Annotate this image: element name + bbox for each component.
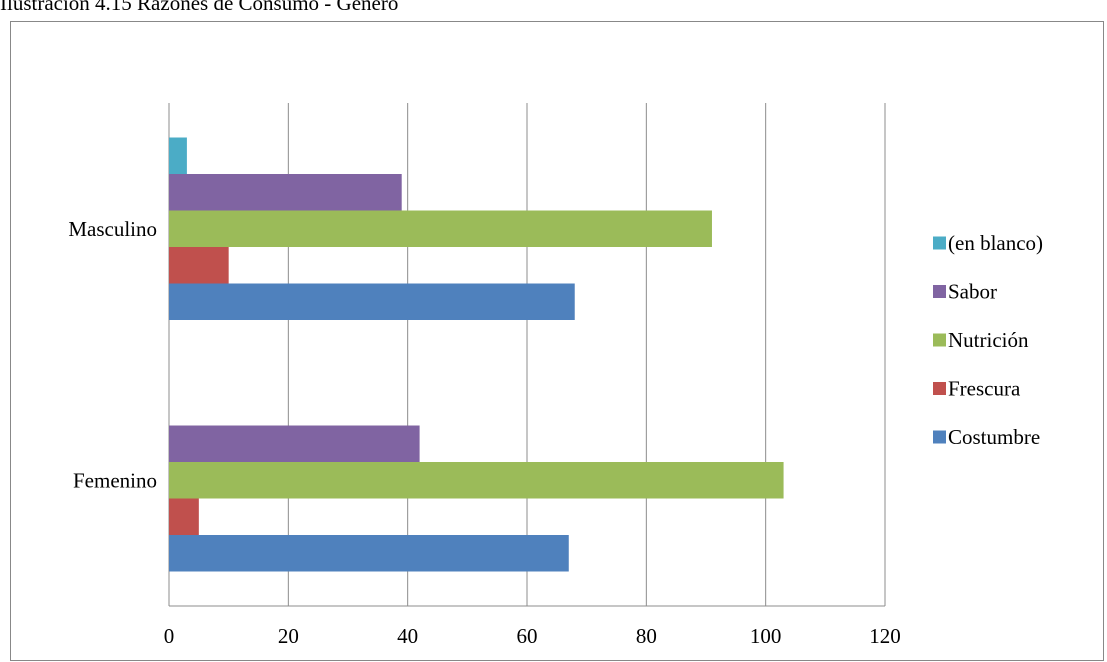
x-tick-label: 60 — [517, 624, 538, 648]
bar-femenino-sabor — [169, 425, 420, 462]
legend-label: Frescura — [948, 377, 1021, 401]
legend-swatch — [933, 430, 946, 444]
legend-swatch — [933, 382, 946, 395]
x-tick-label: 40 — [397, 624, 418, 648]
legend-swatch — [933, 236, 946, 250]
legend: (en blanco) Sabor Nutrición Frescura Costumb… — [933, 231, 1043, 449]
bar-masculino-en-blanco — [169, 137, 187, 174]
chart-area: 0 20 40 60 80 100 120 Femenino Masculino (en bl… — [10, 21, 1104, 661]
bar-masculino-frescura — [169, 247, 229, 284]
bar-masculino-nutrición — [169, 210, 712, 247]
bar-femenino-nutrición — [169, 462, 784, 499]
bar-femenino-frescura — [169, 498, 199, 535]
legend-swatch — [933, 333, 946, 347]
x-axis-tick-labels: 0 20 40 60 80 100 120 — [164, 624, 901, 648]
x-tick-label: 20 — [278, 624, 299, 648]
bar-femenino-costumbre — [169, 535, 569, 572]
x-tick-label: 0 — [164, 624, 175, 648]
legend-label: Nutrición — [948, 328, 1029, 352]
x-tick-label: 80 — [636, 624, 657, 648]
bar-masculino-sabor — [169, 174, 402, 211]
bars — [169, 137, 784, 572]
legend-label: Sabor — [948, 280, 997, 304]
x-tick-label: 120 — [869, 624, 901, 648]
category-label: Masculino — [68, 217, 157, 241]
legend-label: (en blanco) — [948, 231, 1043, 255]
legend-label: Costumbre — [948, 425, 1040, 449]
bar-chart: 0 20 40 60 80 100 120 Femenino Masculino (en bl… — [68, 103, 1043, 648]
figure-caption: Ilustración 4.15 Razones de Consumo - Gé… — [0, 0, 399, 15]
category-label: Femenino — [73, 468, 157, 492]
x-tick-label: 100 — [750, 624, 782, 648]
bar-masculino-costumbre — [169, 283, 575, 320]
y-axis-category-labels: Femenino Masculino — [68, 217, 157, 493]
legend-swatch — [933, 285, 946, 298]
